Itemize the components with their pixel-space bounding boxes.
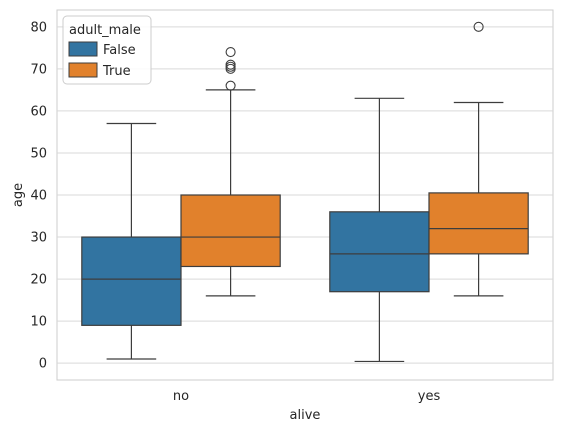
legend: adult_male False True xyxy=(62,15,152,85)
y-tick-label: 0 xyxy=(39,357,47,372)
x-axis-ticks: no yes xyxy=(173,389,441,404)
outlier-point xyxy=(225,46,236,58)
x-tick-label: no xyxy=(173,389,189,404)
x-axis-label: alive xyxy=(290,408,321,423)
box-True-yes xyxy=(428,21,529,297)
outlier-point xyxy=(225,59,236,70)
box-iqr xyxy=(180,194,281,268)
y-tick-label: 30 xyxy=(30,231,47,246)
boxes-layer xyxy=(81,21,529,363)
box-False-no xyxy=(81,122,182,360)
y-tick-label: 70 xyxy=(30,62,47,77)
legend-swatch-False xyxy=(68,41,98,57)
y-tick-label: 10 xyxy=(30,315,47,330)
y-axis-ticks: 0 10 20 30 40 50 60 70 80 xyxy=(30,20,47,371)
outlier-point xyxy=(473,21,484,32)
y-tick-label: 80 xyxy=(30,20,47,35)
box-False-yes xyxy=(329,97,430,363)
y-tick-label: 60 xyxy=(30,104,47,119)
box-iqr xyxy=(428,192,529,255)
legend-title: adult_male xyxy=(69,23,141,38)
box-True-no xyxy=(180,46,281,297)
legend-label: True xyxy=(102,64,131,79)
y-tick-label: 20 xyxy=(30,273,47,288)
box-iqr xyxy=(81,236,182,326)
y-axis-label: age xyxy=(11,183,26,207)
y-tick-label: 40 xyxy=(30,189,47,204)
outlier-point xyxy=(225,80,236,91)
y-tick-label: 50 xyxy=(30,146,47,161)
x-tick-label: yes xyxy=(418,389,441,404)
legend-label: False xyxy=(103,43,136,58)
legend-swatch-True xyxy=(68,62,98,78)
box-iqr xyxy=(329,211,430,293)
